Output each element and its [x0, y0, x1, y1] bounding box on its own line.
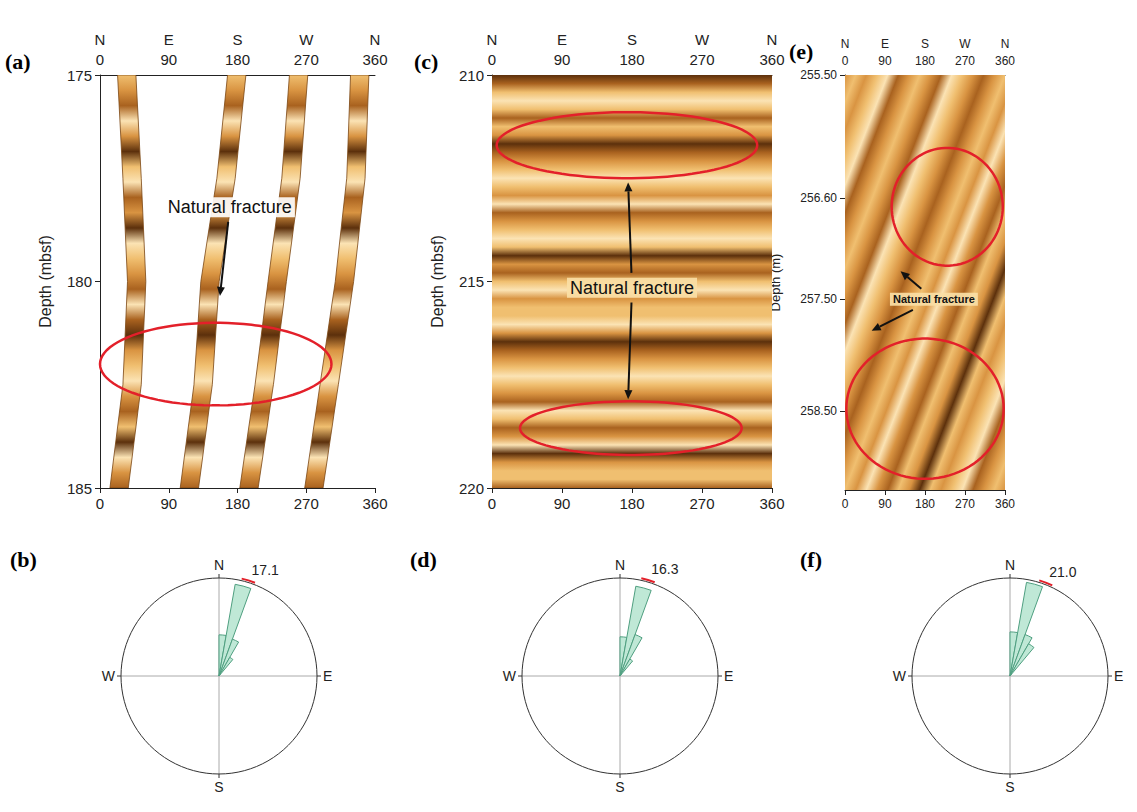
svg-text:E: E — [164, 31, 174, 48]
svg-text:Natural fracture: Natural fracture — [893, 293, 975, 305]
svg-text:Natural fracture: Natural fracture — [168, 197, 292, 217]
svg-text:16.3: 16.3 — [651, 561, 678, 577]
svg-text:180: 180 — [619, 51, 644, 68]
svg-text:0: 0 — [96, 51, 104, 68]
svg-text:S: S — [232, 31, 242, 48]
svg-text:(b): (b) — [10, 547, 37, 572]
svg-text:90: 90 — [554, 495, 571, 512]
svg-text:N: N — [767, 31, 778, 48]
svg-text:(f): (f) — [800, 547, 822, 572]
svg-text:256.60: 256.60 — [800, 191, 837, 205]
svg-text:215: 215 — [459, 273, 484, 290]
svg-text:0: 0 — [488, 51, 496, 68]
svg-text:E: E — [557, 31, 567, 48]
svg-text:270: 270 — [955, 497, 975, 511]
svg-text:0: 0 — [842, 497, 849, 511]
svg-text:220: 220 — [459, 480, 484, 497]
svg-text:N: N — [1001, 37, 1010, 51]
svg-text:210: 210 — [459, 67, 484, 84]
svg-text:N: N — [1005, 557, 1015, 573]
svg-text:S: S — [1005, 779, 1014, 795]
svg-text:270: 270 — [294, 51, 319, 68]
svg-text:90: 90 — [878, 497, 892, 511]
svg-text:90: 90 — [878, 54, 892, 68]
svg-text:0: 0 — [842, 54, 849, 68]
svg-text:S: S — [615, 779, 624, 795]
svg-text:(d): (d) — [410, 547, 437, 572]
svg-text:S: S — [627, 31, 637, 48]
svg-text:W: W — [893, 668, 907, 684]
svg-text:S: S — [921, 37, 929, 51]
svg-text:Depth (mbsf): Depth (mbsf) — [37, 235, 54, 327]
svg-text:N: N — [841, 37, 850, 51]
svg-text:360: 360 — [995, 497, 1015, 511]
svg-text:Depth (mbsf): Depth (mbsf) — [429, 235, 446, 327]
svg-text:N: N — [615, 557, 625, 573]
svg-text:270: 270 — [689, 51, 714, 68]
svg-text:360: 360 — [362, 51, 387, 68]
svg-text:0: 0 — [488, 495, 496, 512]
svg-text:(c): (c) — [414, 49, 438, 74]
svg-text:21.0: 21.0 — [1049, 564, 1076, 580]
svg-text:W: W — [695, 31, 710, 48]
svg-text:360: 360 — [362, 495, 387, 512]
svg-text:180: 180 — [915, 54, 935, 68]
svg-text:360: 360 — [995, 54, 1015, 68]
svg-text:175: 175 — [67, 67, 92, 84]
svg-text:Natural fracture: Natural fracture — [570, 278, 694, 298]
svg-text:S: S — [214, 779, 223, 795]
svg-text:(e): (e) — [789, 39, 813, 64]
svg-text:E: E — [1114, 668, 1123, 684]
svg-text:N: N — [214, 557, 224, 573]
svg-text:255.50: 255.50 — [800, 68, 837, 82]
svg-text:E: E — [323, 668, 332, 684]
svg-text:W: W — [299, 31, 314, 48]
svg-text:N: N — [370, 31, 381, 48]
svg-text:270: 270 — [955, 54, 975, 68]
svg-text:258.50: 258.50 — [800, 404, 837, 418]
svg-text:90: 90 — [160, 495, 177, 512]
svg-text:180: 180 — [67, 273, 92, 290]
svg-text:Depth (m): Depth (m) — [768, 253, 783, 312]
svg-text:N: N — [95, 31, 106, 48]
svg-text:257.50: 257.50 — [800, 292, 837, 306]
svg-text:W: W — [102, 668, 116, 684]
svg-text:180: 180 — [225, 495, 250, 512]
svg-text:360: 360 — [759, 51, 784, 68]
svg-text:185: 185 — [67, 480, 92, 497]
svg-text:N: N — [487, 31, 498, 48]
svg-text:(a): (a) — [5, 49, 31, 74]
svg-text:180: 180 — [225, 51, 250, 68]
svg-text:180: 180 — [619, 495, 644, 512]
svg-text:270: 270 — [689, 495, 714, 512]
svg-text:E: E — [724, 668, 733, 684]
svg-text:360: 360 — [759, 495, 784, 512]
svg-text:180: 180 — [915, 497, 935, 511]
svg-text:90: 90 — [554, 51, 571, 68]
svg-text:W: W — [503, 668, 517, 684]
svg-text:0: 0 — [96, 495, 104, 512]
svg-text:90: 90 — [160, 51, 177, 68]
svg-text:17.1: 17.1 — [252, 562, 279, 578]
svg-text:E: E — [881, 37, 889, 51]
svg-text:270: 270 — [294, 495, 319, 512]
svg-text:W: W — [959, 37, 971, 51]
